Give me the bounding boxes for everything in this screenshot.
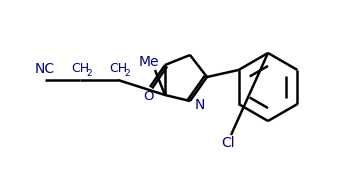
Text: N: N [195,98,205,112]
Text: CH: CH [109,62,127,75]
Text: Me: Me [139,55,159,69]
Text: 2: 2 [86,69,92,79]
Text: O: O [144,89,154,103]
Text: 2: 2 [124,69,130,79]
Text: CH: CH [71,62,89,75]
Text: Cl: Cl [221,136,235,150]
Text: NC: NC [35,62,55,76]
